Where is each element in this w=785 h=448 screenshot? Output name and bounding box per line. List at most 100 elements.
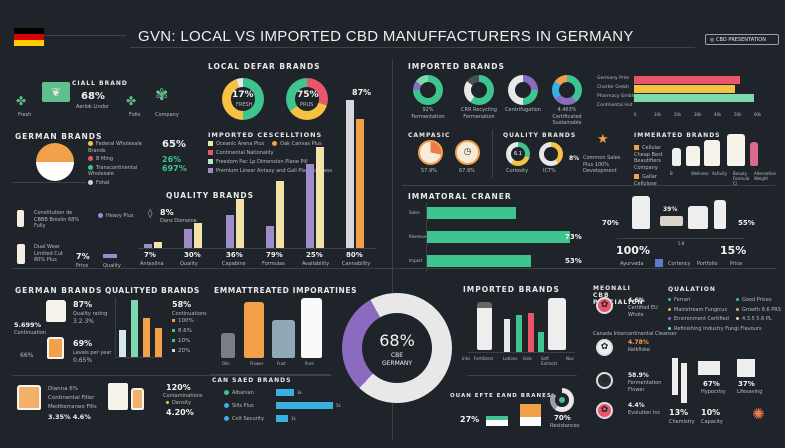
bar-category-label: Antaxlina <box>140 261 164 267</box>
house-icon: ❦ <box>42 82 70 102</box>
bar-label: Sales <box>409 210 420 215</box>
donut-caption: ICT% <box>543 168 556 174</box>
legend-item: Oceanic Arena Plus <box>208 141 264 148</box>
immerated-legend: Cellular Cheap Best Beautifiers Company <box>634 145 663 171</box>
qual-eye-value: 27% <box>460 415 480 424</box>
row-label: Sills Plus <box>232 403 254 409</box>
hbar <box>634 76 740 84</box>
quality-bar-chart <box>140 100 376 248</box>
german-brands-legend: Federal Wholesale Brands B Ming Transconti… <box>88 141 158 188</box>
hbar-label: Germany Prim <box>597 76 630 81</box>
bar-value-label: 36% <box>226 251 243 259</box>
leaf-icon: ✤ <box>126 94 137 108</box>
bar <box>427 231 570 243</box>
bar-category-label: Capabine <box>222 261 246 267</box>
legend-item: Oak Canvas Plus <box>272 141 322 148</box>
bar <box>119 330 126 357</box>
note-line: Mediterraneo Fills <box>48 404 97 411</box>
donut-value: 6.1 <box>514 151 522 157</box>
legend-label: Ferrari <box>674 297 691 303</box>
qualation-caption: Lifesaving <box>737 389 763 395</box>
immatoral-heading: IMMATORAL CRANER <box>408 192 512 201</box>
legend-label: Oceanic Arena Plus <box>216 141 265 147</box>
legend-label: Oak Canvas Plus <box>280 141 322 147</box>
seasonal-value: 58.9% <box>628 372 649 379</box>
qualation-value: 37% <box>738 380 755 388</box>
title-rule-bottom <box>130 47 695 48</box>
bar <box>276 389 294 396</box>
immerated-heading: IMMERATED BRANDS <box>634 132 721 139</box>
bar-value-label: 80% <box>346 251 363 259</box>
tall-bar-value: 87% <box>352 88 372 97</box>
legend-item: 100% <box>172 318 194 325</box>
legend-item: Mainstream Fungicus <box>668 307 736 314</box>
donut-caption: CRR Recycling Fermenation <box>461 107 497 120</box>
qualityed-value: 120% <box>166 383 191 392</box>
badge-label: CBD PRESENTATION <box>715 37 766 43</box>
spray-bottle-icon <box>548 298 566 350</box>
product-label: Fruit <box>277 361 286 366</box>
imported-collections-heading: IMPORTED CESCELLTIONS <box>208 131 323 139</box>
axis-tick: 50k <box>734 112 742 117</box>
bar-category-label: Cannability <box>342 261 371 267</box>
bar <box>236 199 244 248</box>
lotus-book-icon: ✺ <box>752 405 765 423</box>
jar-icon <box>686 146 700 166</box>
quality-note: Dual Wear Limited Cut 80% Plus <box>34 244 63 263</box>
quality-note: Constitution de CBBB Breslin 68% Fully <box>34 210 80 229</box>
legend-item: Environment Certified <box>668 316 736 323</box>
donut-value: 17% <box>232 90 254 100</box>
legend-item: B Ming <box>88 156 158 163</box>
emblem-icon: ✿ <box>596 297 613 314</box>
product-label: Pure <box>305 361 314 366</box>
category-label: Nox <box>566 356 574 361</box>
legend-label: Fohal <box>96 179 110 186</box>
donut-value: 75% <box>297 90 319 100</box>
quality-legend-item: Heavy Plus <box>98 213 134 220</box>
note-line: 3.35% 4.6% <box>48 413 91 422</box>
legend-label: B Ming <box>96 156 114 162</box>
imported-donut <box>508 75 538 105</box>
horizontal-divider <box>12 268 777 269</box>
local-donut-1 <box>222 78 264 120</box>
immerated-labels: B Wellness Activity Beauty Formula Cl Altern… <box>670 171 780 190</box>
quality-mini-bars <box>103 254 117 258</box>
legend-item: Ferrari <box>668 297 736 304</box>
legend-label: Transcontinental Wholesale <box>88 164 138 178</box>
price-value: 7% <box>76 252 90 261</box>
dot-icon <box>224 390 229 395</box>
seasonal-value: 4.4% <box>628 402 645 409</box>
bottle-icon <box>17 244 25 264</box>
drop-value: 8% <box>160 208 174 217</box>
checkbox-icon[interactable] <box>655 259 663 267</box>
axis-tick: 30k <box>694 112 702 117</box>
price-label: Price <box>76 263 89 269</box>
pack-label: Ayurveda <box>620 261 644 267</box>
legend-item: Freedom Pac Lp Dimension Plane Pill <box>208 159 358 166</box>
legend-item: 20% <box>172 348 194 355</box>
imported-heading: IMPORTED BRANDS <box>408 62 505 71</box>
category-label: Fertilizers <box>474 356 494 361</box>
legend-item: 10% <box>172 338 194 345</box>
drop-icon: ◊ <box>148 209 153 219</box>
qualityed-caption: Continuations <box>172 311 207 317</box>
jar-icon <box>688 206 708 229</box>
bar <box>427 255 532 267</box>
emblem-icon: ✿ <box>596 372 613 389</box>
legend-item: Federal Wholesale Brands <box>88 141 158 154</box>
legend-label: Federal Wholesale Brands <box>88 141 142 154</box>
divider <box>210 374 330 375</box>
legend-label: 10% <box>178 338 191 345</box>
bar-value-label: 25% <box>306 251 323 259</box>
category-label: Lotions <box>503 356 518 361</box>
pack-value: 70% <box>602 219 619 227</box>
bar <box>276 181 284 248</box>
divider <box>12 182 86 183</box>
campasic-value: 67.9% <box>459 168 475 174</box>
hbar-label: Continental Hut <box>597 103 633 108</box>
presentation-badge[interactable]: ◎ CBD PRESENTATION <box>705 34 779 45</box>
product-label: Flower <box>250 361 264 366</box>
legend-label: Premium Linear Antaxy and Gall Plausible… <box>216 168 333 174</box>
divider <box>467 375 577 376</box>
axis <box>426 203 427 271</box>
